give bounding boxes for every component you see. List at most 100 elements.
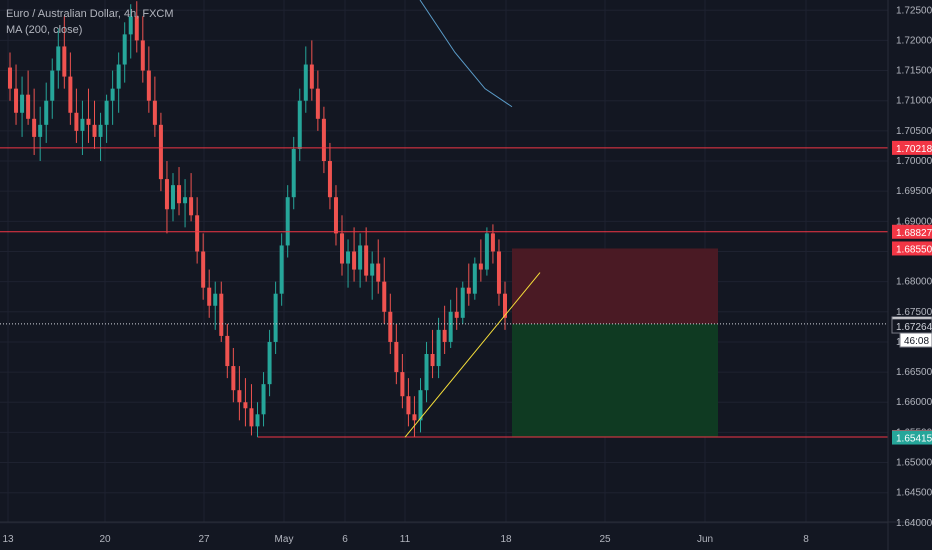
candle[interactable]	[62, 16, 67, 89]
candle[interactable]	[333, 185, 338, 246]
candle[interactable]	[370, 251, 375, 300]
candle[interactable]	[122, 22, 127, 83]
candle[interactable]	[116, 52, 121, 113]
candle[interactable]	[291, 136, 296, 210]
candle[interactable]	[442, 305, 447, 355]
candle[interactable]	[80, 100, 85, 155]
candle[interactable]	[104, 94, 109, 143]
candle[interactable]	[327, 142, 332, 210]
indicator-label[interactable]: MA (200, close)	[6, 24, 83, 36]
price-tag-last[interactable]: 1.67264	[896, 322, 932, 333]
candle[interactable]	[128, 4, 133, 59]
candle[interactable]	[177, 167, 182, 216]
candle[interactable]	[279, 233, 284, 306]
candle[interactable]	[503, 281, 507, 330]
candle[interactable]	[340, 215, 345, 276]
candle[interactable]	[183, 179, 188, 228]
take-profit-zone[interactable]	[512, 323, 718, 438]
candle[interactable]	[382, 257, 387, 324]
candle[interactable]	[237, 366, 242, 421]
candle[interactable]	[68, 52, 73, 125]
price-tag-stop[interactable]: 1.68550	[896, 244, 932, 255]
candle[interactable]	[364, 227, 369, 282]
candle[interactable]	[315, 70, 320, 131]
candle[interactable]	[249, 384, 254, 436]
candle[interactable]	[225, 323, 230, 379]
candle[interactable]	[285, 185, 290, 258]
candle[interactable]	[98, 112, 103, 162]
candle[interactable]	[146, 46, 151, 113]
moving-average-line	[419, 0, 513, 108]
candle[interactable]	[490, 224, 495, 264]
candle[interactable]	[158, 112, 163, 192]
candle[interactable]	[424, 341, 429, 403]
candle-body	[62, 46, 67, 77]
candle[interactable]	[14, 64, 19, 125]
candle[interactable]	[267, 329, 272, 397]
candle-body	[424, 354, 429, 391]
candle[interactable]	[466, 263, 471, 306]
candle[interactable]	[243, 378, 248, 427]
candle[interactable]	[74, 88, 79, 143]
candle[interactable]	[8, 52, 12, 101]
candle[interactable]	[358, 233, 363, 288]
candle[interactable]	[164, 161, 169, 234]
candle[interactable]	[430, 329, 435, 379]
candle[interactable]	[478, 239, 483, 282]
candle[interactable]	[412, 396, 417, 438]
candle[interactable]	[255, 402, 260, 438]
candle[interactable]	[219, 281, 224, 342]
candle[interactable]	[110, 70, 115, 125]
trendline-segment[interactable]	[404, 272, 541, 438]
candle[interactable]	[418, 378, 423, 433]
symbol-title[interactable]: Euro / Australian Dollar, 4h, FXCM	[6, 8, 174, 20]
candle[interactable]	[273, 281, 278, 355]
candle[interactable]	[189, 173, 194, 222]
candle[interactable]	[134, 1, 139, 53]
candle[interactable]	[140, 16, 145, 83]
candle[interactable]	[50, 58, 55, 119]
candle[interactable]	[20, 76, 25, 137]
price-tag-level-2[interactable]: 1.68827	[896, 228, 932, 239]
candle[interactable]	[261, 372, 266, 427]
candle[interactable]	[26, 70, 31, 125]
candle-body	[406, 396, 411, 415]
candle[interactable]	[406, 378, 411, 427]
candle[interactable]	[213, 281, 218, 330]
candle[interactable]	[38, 106, 43, 162]
candle[interactable]	[496, 239, 501, 306]
candle[interactable]	[195, 197, 200, 264]
candle[interactable]	[297, 88, 302, 162]
candle[interactable]	[454, 287, 459, 330]
candle[interactable]	[56, 28, 61, 89]
candle[interactable]	[460, 281, 465, 324]
candle[interactable]	[207, 269, 212, 318]
price-tag-target[interactable]: 1.65415	[896, 434, 932, 445]
candle[interactable]	[309, 40, 314, 101]
candle[interactable]	[346, 239, 351, 288]
candle[interactable]	[201, 233, 206, 300]
candle[interactable]	[231, 347, 236, 403]
candle[interactable]	[92, 100, 97, 149]
candle[interactable]	[303, 46, 308, 113]
candle[interactable]	[484, 227, 489, 276]
candle[interactable]	[321, 106, 326, 174]
candle[interactable]	[394, 323, 399, 385]
candle[interactable]	[472, 257, 477, 300]
ma-line[interactable]	[419, 0, 513, 108]
candle[interactable]	[32, 88, 37, 155]
stop-loss-zone[interactable]	[512, 248, 718, 324]
candle[interactable]	[352, 227, 357, 282]
candle[interactable]	[152, 76, 157, 137]
candle[interactable]	[86, 88, 91, 143]
candle[interactable]	[44, 82, 49, 143]
price-tag-level-1[interactable]: 1.70218	[896, 144, 932, 155]
candle[interactable]	[376, 239, 381, 294]
candle[interactable]	[400, 354, 405, 409]
candle-body	[303, 64, 308, 101]
candle-body	[110, 88, 115, 101]
candle[interactable]	[170, 173, 175, 222]
candle[interactable]	[436, 317, 441, 379]
